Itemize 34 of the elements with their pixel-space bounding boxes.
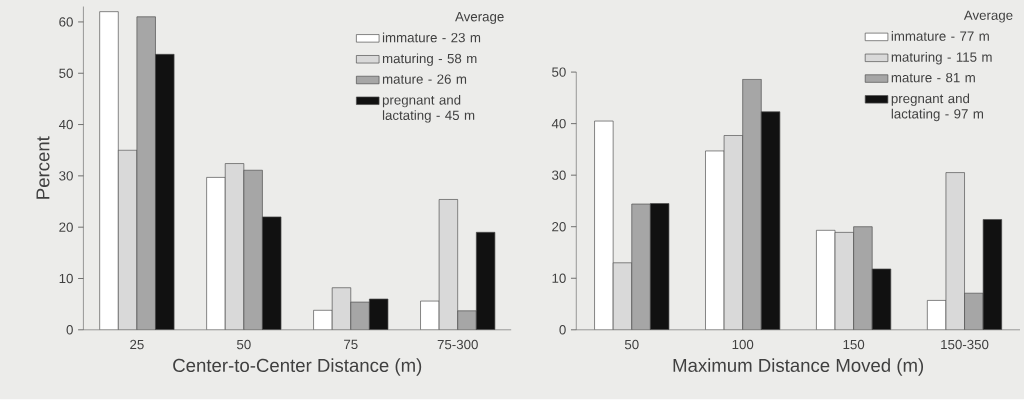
x-tick-label: 150	[843, 340, 865, 350]
legend-label: mature - 81 m	[891, 73, 975, 83]
y-tick-label: 30	[59, 171, 73, 181]
y-tick-label: 20	[552, 222, 566, 232]
y-tick-label: 10	[552, 273, 566, 284]
x-tick-label: 75-300	[437, 340, 478, 350]
y-tick-label: 40	[551, 119, 566, 129]
x-tick-label: 75	[344, 340, 358, 350]
legend-label: immature - 77 m	[891, 31, 989, 42]
x-tick-label: 150-350	[941, 340, 989, 350]
legend-label: immature - 23 m	[382, 32, 481, 43]
legend-label: mature - 26 m	[382, 74, 467, 84]
x-tick-label: 50	[624, 340, 639, 350]
y-tick-label: 50	[552, 67, 566, 77]
legend-label: pregnant and lactating - 97 m	[891, 93, 983, 122]
legend-title: Average	[963, 10, 1013, 23]
x-tick-label: 50	[236, 340, 251, 350]
y-tick-label: 30	[552, 170, 566, 181]
legend-label: pregnant and lactating - 45 m	[382, 95, 475, 123]
y-tick-label: 0	[66, 325, 73, 335]
x-tick-label: 100	[732, 340, 754, 350]
y-tick-label: 40	[58, 120, 73, 130]
y-tick-label: 0	[559, 325, 566, 335]
x-axis-title: Center-to-Center Distance (m)	[173, 358, 422, 376]
y-axis-title: Percent	[36, 136, 50, 199]
x-axis-title: Maximum Distance Moved (m)	[673, 358, 924, 376]
y-tick-label: 50	[59, 68, 73, 79]
legend-label: maturing - 115 m	[891, 52, 992, 65]
legend-label: maturing - 58 m	[382, 53, 477, 67]
x-tick-label: 25	[130, 340, 144, 350]
y-tick-label: 60	[59, 17, 73, 27]
y-tick-label: 20	[59, 222, 73, 233]
legend-title: Average	[455, 12, 504, 25]
y-tick-label: 10	[59, 274, 73, 284]
